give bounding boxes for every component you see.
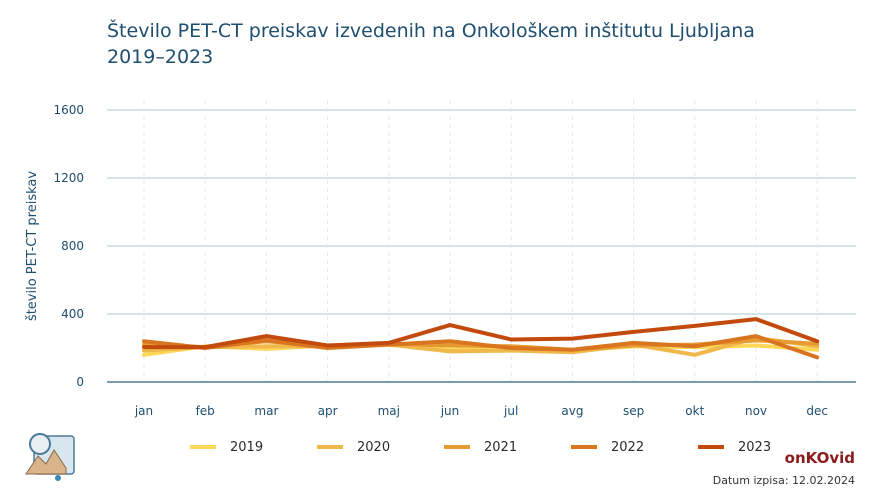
x-tick-label: nov — [745, 404, 767, 418]
x-tick-label: maj — [378, 404, 400, 418]
series-line-2022 — [142, 334, 820, 360]
onkovid-logo-icon — [20, 430, 80, 488]
x-tick-label: sep — [623, 404, 644, 418]
legend-label: 2022 — [611, 439, 645, 455]
x-tick-label: okt — [685, 404, 704, 418]
legend-swatch — [444, 445, 470, 449]
brand-label: onKOvid — [784, 449, 855, 467]
x-tick-label: mar — [254, 404, 278, 418]
legend-item-2019[interactable]: 2019 — [190, 436, 263, 458]
y-axis-title: število PET-CT preiskav — [25, 171, 40, 321]
x-tick-label: dec — [806, 404, 828, 418]
y-tick-label: 400 — [61, 307, 84, 321]
legend-swatch — [190, 445, 216, 449]
legend-label: 2021 — [484, 439, 518, 455]
legend-item-2020[interactable]: 2020 — [317, 436, 390, 458]
y-tick-label: 0 — [76, 375, 84, 389]
x-tick-label: jul — [503, 404, 518, 418]
chart-title: Število PET-CT preiskav izvedenih na Onk… — [107, 18, 807, 70]
legend: 2019 2020 2021 2022 2023 — [190, 436, 840, 458]
legend-label: 2023 — [738, 439, 772, 455]
y-tick-label: 1200 — [53, 171, 84, 185]
x-tick-label: avg — [561, 404, 583, 418]
series-line-2020 — [142, 335, 820, 357]
legend-item-2022[interactable]: 2022 — [571, 436, 644, 458]
legend-swatch — [698, 445, 724, 449]
y-tick-label: 800 — [61, 239, 84, 253]
x-tick-label: jun — [440, 404, 460, 418]
y-tick-label: 1600 — [53, 103, 84, 117]
legend-swatch — [317, 445, 343, 449]
legend-label: 2019 — [230, 439, 264, 455]
chart-title-line1: Število PET-CT preiskav izvedenih na Onk… — [107, 20, 755, 42]
print-date: Datum izpisa: 12.02.2024 — [712, 474, 855, 487]
x-tick-label: apr — [318, 404, 338, 418]
legend-label: 2020 — [357, 439, 391, 455]
chart-title-line2: 2019–2023 — [107, 46, 214, 68]
legend-swatch — [571, 445, 597, 449]
legend-item-2021[interactable]: 2021 — [444, 436, 517, 458]
legend-item-2023[interactable]: 2023 — [698, 436, 771, 458]
series-line-2023 — [142, 317, 820, 350]
x-tick-label: feb — [196, 404, 215, 418]
x-tick-label: jan — [134, 404, 153, 418]
